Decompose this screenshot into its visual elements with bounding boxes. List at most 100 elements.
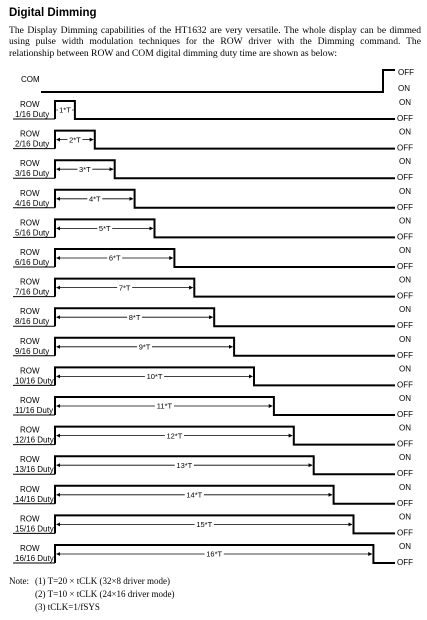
off-label: OFF (397, 114, 413, 123)
on-label: ON (399, 98, 411, 107)
row-waveform (54, 159, 395, 180)
on-label: ON (399, 305, 411, 314)
on-label: ON (399, 483, 411, 492)
row-label: ROW (20, 366, 40, 375)
intro-paragraph: The Display Dimming capabilities of the … (9, 25, 421, 59)
section-title: Digital Dimming (9, 7, 97, 19)
period-label: 2*T (69, 135, 81, 144)
row-waveform (54, 425, 395, 446)
row-label: ROW (20, 248, 40, 257)
on-label: ON (399, 128, 411, 137)
period-label-backing (57, 105, 73, 114)
com-on-label: ON (398, 84, 410, 93)
row-label: ROW (20, 218, 40, 227)
off-label: OFF (397, 469, 413, 478)
period-label-backing (194, 519, 214, 529)
period-label: 12*T (166, 431, 182, 440)
row-label: ROW (20, 189, 40, 198)
com-waveform (41, 69, 395, 93)
row-waveform (54, 544, 395, 564)
row-duty-label: 6/16 Duty (15, 258, 49, 267)
period-label: 5*T (99, 224, 111, 233)
off-label: OFF (397, 292, 413, 301)
row-label: ROW (20, 514, 40, 523)
period-label: 6*T (109, 254, 121, 263)
row-duty-label: 1/16 Duty (15, 110, 49, 119)
row-waveform (54, 455, 395, 476)
off-label: OFF (397, 173, 413, 182)
period-label: 11*T (157, 402, 173, 411)
off-label: OFF (397, 203, 413, 212)
on-label: ON (399, 276, 411, 285)
row-waveform (54, 307, 395, 328)
row-duty-label: 5/16 Duty (15, 228, 49, 237)
row-label: ROW (20, 159, 40, 168)
period-label: 8*T (129, 313, 141, 322)
note-item: (1) T=20 × tCLK (32×8 driver mode) (35, 576, 171, 586)
on-label: ON (399, 364, 411, 373)
on-label: ON (399, 394, 411, 403)
row-duty-label: 7/16 Duty (15, 288, 49, 297)
row-duty-label: 13/16 Duty (15, 465, 54, 474)
period-label: 16*T (206, 550, 222, 559)
period-label-backing (144, 371, 165, 381)
on-label: ON (399, 453, 411, 462)
on-label: ON (399, 157, 411, 166)
period-label-backing (127, 312, 143, 322)
row-duty-label: 9/16 Duty (15, 347, 49, 356)
period-label-backing (184, 489, 204, 499)
period-label-backing (67, 134, 83, 144)
com-label: COM (21, 75, 40, 84)
row-duty-label: 11/16 Duty (15, 406, 53, 415)
off-label: OFF (397, 499, 413, 508)
row-label: ROW (20, 426, 40, 435)
row-waveform (54, 277, 395, 298)
off-label: OFF (397, 262, 413, 271)
row-label: ROW (20, 544, 40, 553)
com-off-label: OFF (398, 68, 414, 77)
on-label: ON (399, 542, 411, 551)
row-label: ROW (20, 455, 40, 464)
period-label-backing (87, 193, 103, 203)
row-duty-label: 8/16 Duty (15, 317, 49, 326)
row-waveform (54, 188, 395, 209)
row-label: ROW (20, 307, 40, 316)
period-label: 1*T (59, 106, 71, 115)
row-duty-label: 15/16 Duty (15, 524, 54, 533)
on-label: ON (399, 512, 411, 521)
on-label: ON (399, 424, 411, 433)
off-label: OFF (397, 380, 413, 389)
note-item: (2) T=10 × tCLK (24×16 driver mode) (35, 589, 175, 599)
notes-heading: Note: (9, 576, 29, 586)
period-label: 15*T (196, 520, 212, 529)
row-duty-label: 10/16 Duty (15, 376, 54, 385)
row-duty-label: 4/16 Duty (15, 199, 49, 208)
row-duty-label: 2/16 Duty (15, 140, 49, 149)
period-label-backing (97, 223, 113, 233)
period-label-backing (154, 401, 175, 410)
period-label-backing (137, 341, 152, 351)
row-duty-label: 12/16 Duty (15, 436, 54, 445)
off-label: OFF (397, 144, 413, 153)
period-label: 10*T (147, 372, 163, 381)
period-label-backing (204, 549, 224, 558)
period-label: 14*T (186, 491, 202, 500)
row-waveform (54, 129, 395, 150)
row-waveform (54, 100, 395, 120)
off-label: OFF (397, 410, 413, 419)
row-duty-label: 16/16 Duty (15, 554, 54, 563)
period-label: 4*T (89, 195, 101, 204)
row-label: ROW (20, 485, 40, 494)
period-label-backing (174, 460, 194, 470)
row-waveform (54, 396, 395, 416)
